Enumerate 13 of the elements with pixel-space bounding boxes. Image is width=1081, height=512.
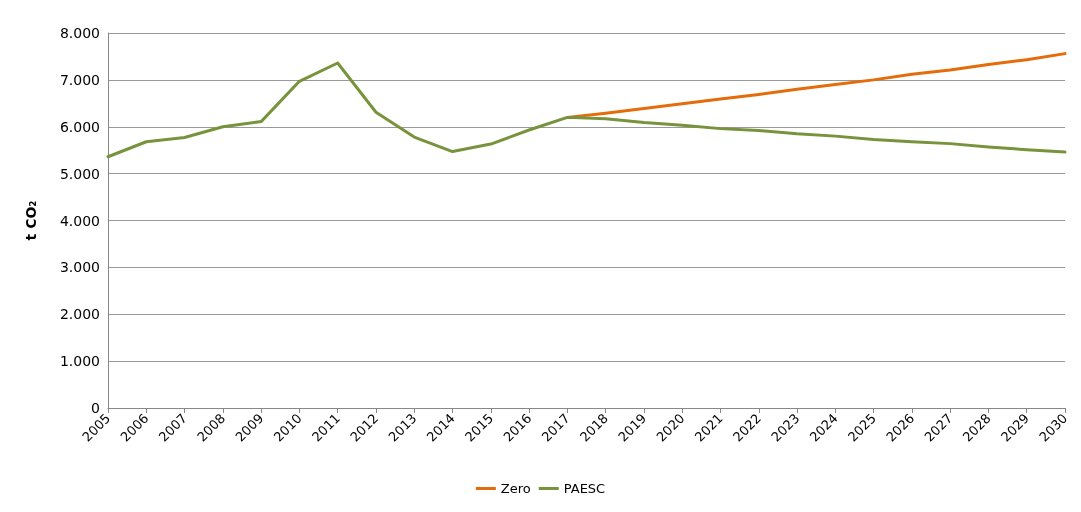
y-tick-label: 3.000 bbox=[59, 259, 100, 276]
y-tick-label: 6.000 bbox=[59, 118, 100, 135]
legend-label: PAESC bbox=[563, 481, 606, 496]
y-tick-label: 0 bbox=[91, 400, 100, 416]
y-tick-label: 7.000 bbox=[59, 71, 100, 88]
y-tick-label: 5.000 bbox=[59, 165, 100, 182]
y-tick-label: 1.000 bbox=[59, 353, 100, 370]
y-tick-label: 4.000 bbox=[59, 212, 100, 229]
legend-label: Zero bbox=[500, 481, 531, 496]
y-tick-label: 8.000 bbox=[59, 25, 100, 41]
y-axis-title: t CO₂ bbox=[23, 200, 39, 241]
y-tick-label: 2.000 bbox=[59, 306, 100, 323]
line-series bbox=[106, 61, 1067, 159]
